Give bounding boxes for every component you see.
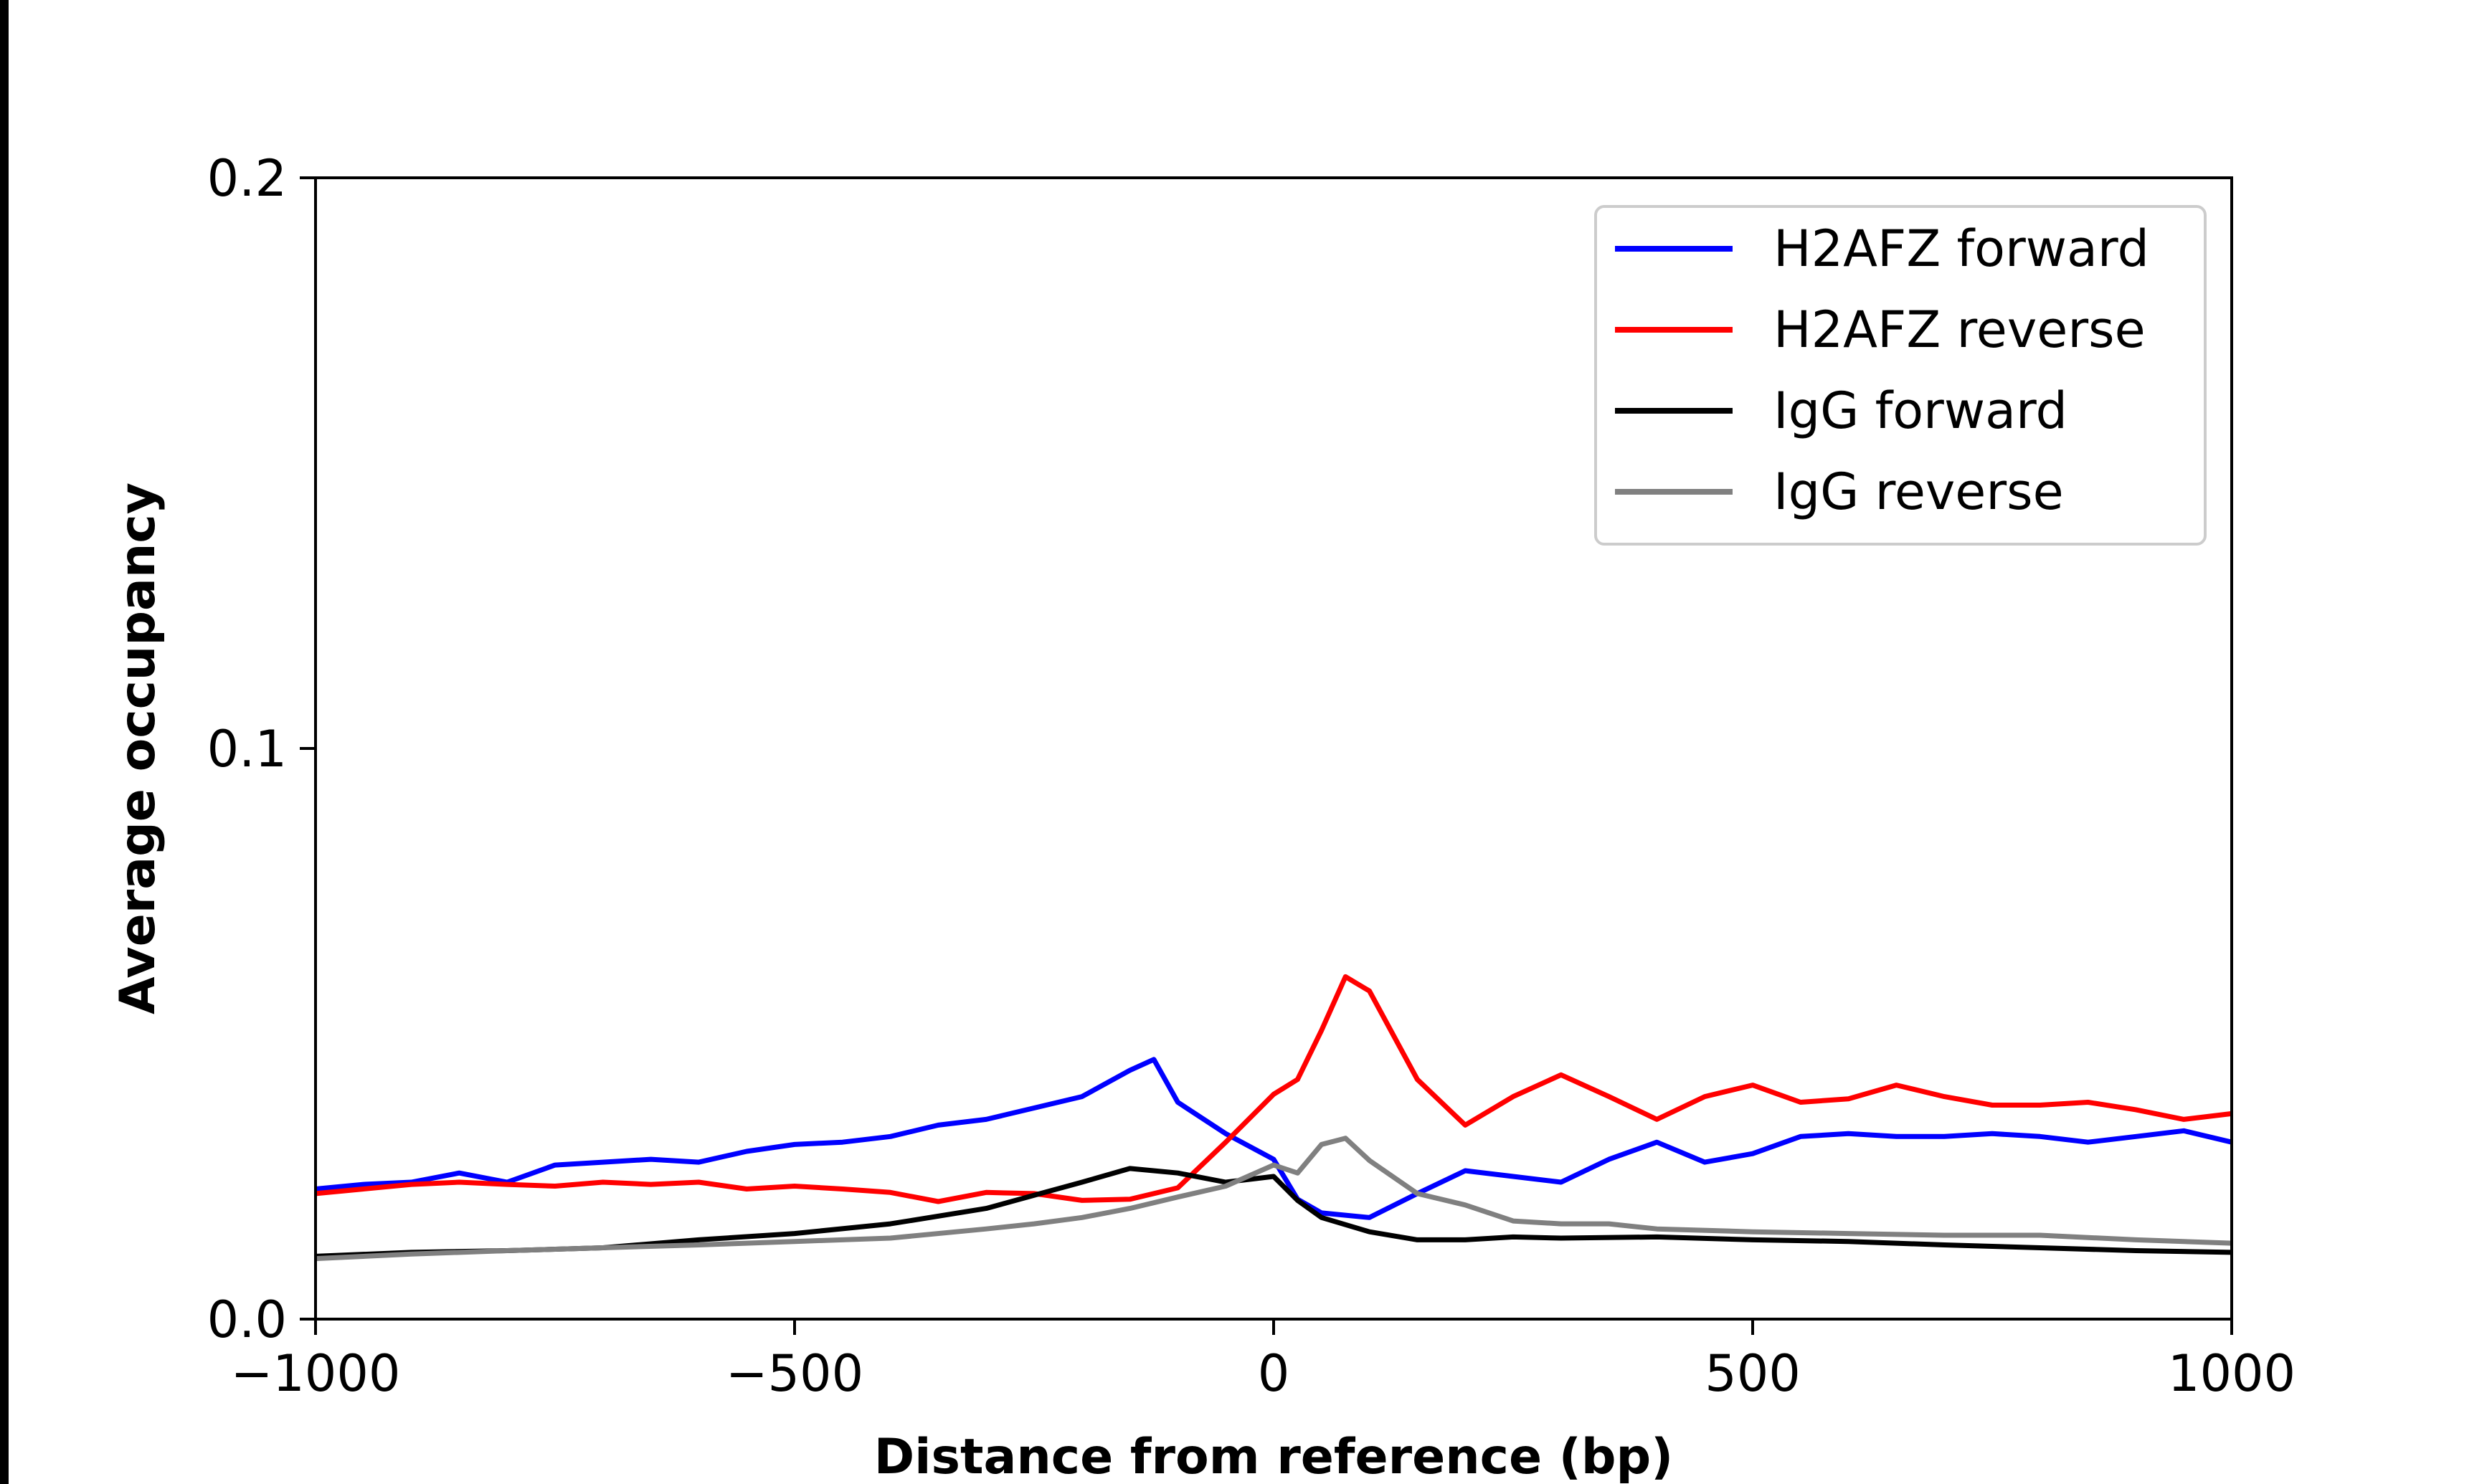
x-tick-label: −500	[726, 1344, 863, 1403]
x-axis-label: Distance from reference (bp)	[874, 1429, 1674, 1484]
x-tick-label: −1000	[231, 1344, 401, 1403]
y-axis-label: Average occupancy	[110, 482, 166, 1014]
series-layer	[315, 974, 2232, 1262]
legend-label: IgG forward	[1773, 381, 2067, 440]
y-tick-label: 0.0	[207, 1290, 287, 1349]
legend: H2AFZ forward H2AFZ reverse IgG forward IgG…	[1594, 205, 2207, 546]
left-border	[0, 0, 9, 1484]
series-line-igg-forward	[315, 1166, 2232, 1259]
series-line-h2afz-reverse	[315, 974, 2232, 1204]
x-tick-label: 1000	[2168, 1344, 2296, 1403]
legend-label: H2AFZ forward	[1773, 219, 2149, 278]
legend-label: IgG reverse	[1773, 462, 2064, 521]
ticks-layer: −1000 −500 0 500 1000 0.0 0.1 0.2	[207, 149, 2296, 1403]
legend-box	[1594, 205, 2207, 546]
x-tick-label: 0	[1258, 1344, 1290, 1403]
y-tick-label: 0.1	[207, 720, 287, 779]
series-line-h2afz-forward	[315, 1057, 2232, 1220]
x-tick-label: 500	[1705, 1344, 1801, 1403]
legend-label: H2AFZ reverse	[1773, 300, 2146, 359]
series-line-igg-reverse	[315, 1136, 2232, 1262]
y-tick-label: 0.2	[207, 149, 287, 208]
